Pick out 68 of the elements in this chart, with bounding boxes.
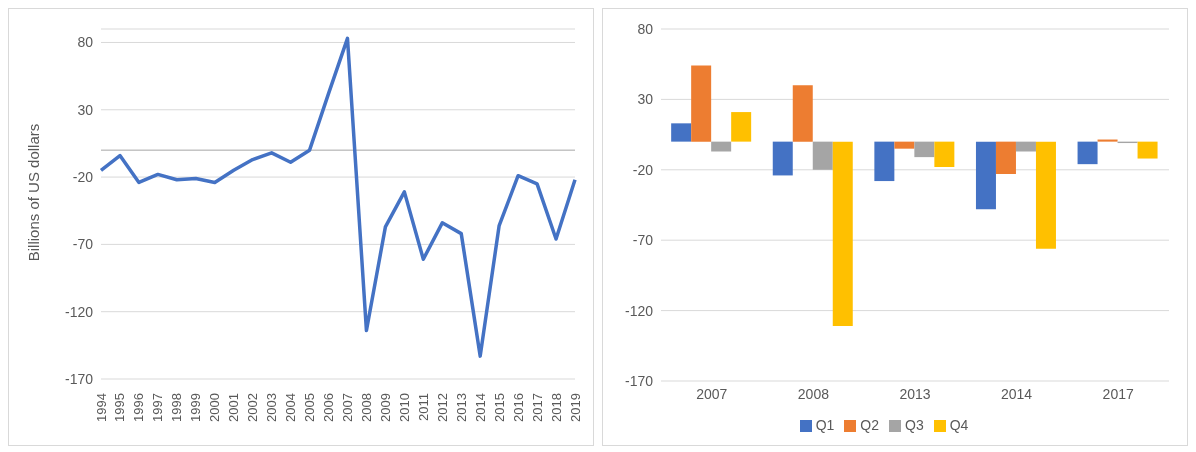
bar bbox=[1015, 141, 1036, 152]
y-tick-label: 80 bbox=[77, 34, 94, 51]
x-tick-label: 2015 bbox=[491, 393, 507, 422]
bar bbox=[874, 141, 895, 182]
x-tick-label: 2011 bbox=[415, 393, 431, 421]
x-tick-label: 2014 bbox=[472, 393, 488, 422]
y-axis-title: Billions of US dollars bbox=[24, 123, 42, 261]
x-tick-label: 2016 bbox=[510, 393, 526, 422]
x-tick-label: 2004 bbox=[283, 393, 299, 422]
y-tick-label: -120 bbox=[64, 303, 94, 320]
bar bbox=[772, 141, 793, 176]
x-tick-label: 1996 bbox=[131, 393, 147, 422]
x-tick-label: 2007 bbox=[339, 393, 355, 422]
bar bbox=[711, 141, 732, 152]
bar bbox=[914, 141, 935, 158]
y-tick-label: 80 bbox=[637, 20, 654, 37]
bar bbox=[832, 141, 853, 327]
bar bbox=[975, 141, 996, 210]
x-tick-label: 1995 bbox=[112, 393, 128, 422]
bar bbox=[731, 112, 752, 142]
x-tick-label: 2006 bbox=[321, 393, 337, 422]
x-tick-label: 2002 bbox=[245, 393, 261, 422]
bar bbox=[995, 141, 1016, 175]
x-tick-label: 2009 bbox=[377, 393, 393, 422]
x-tick-label: 2007 bbox=[696, 385, 728, 402]
line-series bbox=[99, 36, 577, 358]
x-tick-label: 1997 bbox=[150, 393, 166, 422]
x-tick-label: 2012 bbox=[434, 393, 450, 422]
x-tick-label: 1994 bbox=[93, 393, 109, 422]
y-tick-label: 30 bbox=[77, 101, 94, 118]
y-tick-label: -120 bbox=[624, 302, 654, 319]
y-tick-label: -20 bbox=[72, 169, 94, 186]
legend-label: Q4 bbox=[949, 417, 969, 433]
bar bbox=[1097, 139, 1118, 142]
x-tick-label: 2003 bbox=[264, 393, 280, 422]
legend-label: Q2 bbox=[860, 417, 879, 433]
bar bbox=[1137, 141, 1158, 159]
bar bbox=[691, 65, 712, 142]
x-tick-label: 2008 bbox=[797, 385, 830, 402]
x-tick-label: 2010 bbox=[396, 393, 412, 422]
y-tick-label: -70 bbox=[632, 232, 654, 249]
y-tick-label: -170 bbox=[64, 370, 94, 387]
bar bbox=[1035, 141, 1056, 249]
x-tick-label: 1998 bbox=[169, 393, 185, 422]
x-tick-label: 2005 bbox=[302, 393, 318, 422]
x-tick-label: 2017 bbox=[529, 393, 545, 422]
y-tick-label: 30 bbox=[637, 91, 654, 108]
y-tick-label: -170 bbox=[624, 372, 654, 389]
x-tick-label: 2013 bbox=[899, 385, 931, 402]
x-tick-label: 2000 bbox=[207, 393, 223, 422]
bar bbox=[792, 85, 813, 142]
x-tick-label: 1999 bbox=[188, 393, 204, 422]
x-tick-label: 2018 bbox=[548, 393, 564, 422]
x-tick-label: 2017 bbox=[1102, 385, 1134, 402]
bar bbox=[894, 141, 915, 149]
x-tick-label: 2013 bbox=[453, 393, 469, 422]
legend-label: Q3 bbox=[905, 417, 924, 433]
x-tick-label: 2001 bbox=[226, 393, 242, 422]
y-tick-label: -70 bbox=[72, 236, 94, 253]
bar bbox=[812, 141, 833, 170]
bar bbox=[934, 141, 955, 167]
y-tick-label: -20 bbox=[632, 161, 654, 178]
x-tick-label: 2014 bbox=[1001, 385, 1033, 402]
bar bbox=[671, 123, 692, 142]
x-tick-label: 2019 bbox=[567, 393, 583, 422]
legend-label: Q1 bbox=[815, 417, 835, 433]
bar bbox=[1077, 141, 1098, 165]
x-tick-label: 2008 bbox=[358, 393, 374, 422]
